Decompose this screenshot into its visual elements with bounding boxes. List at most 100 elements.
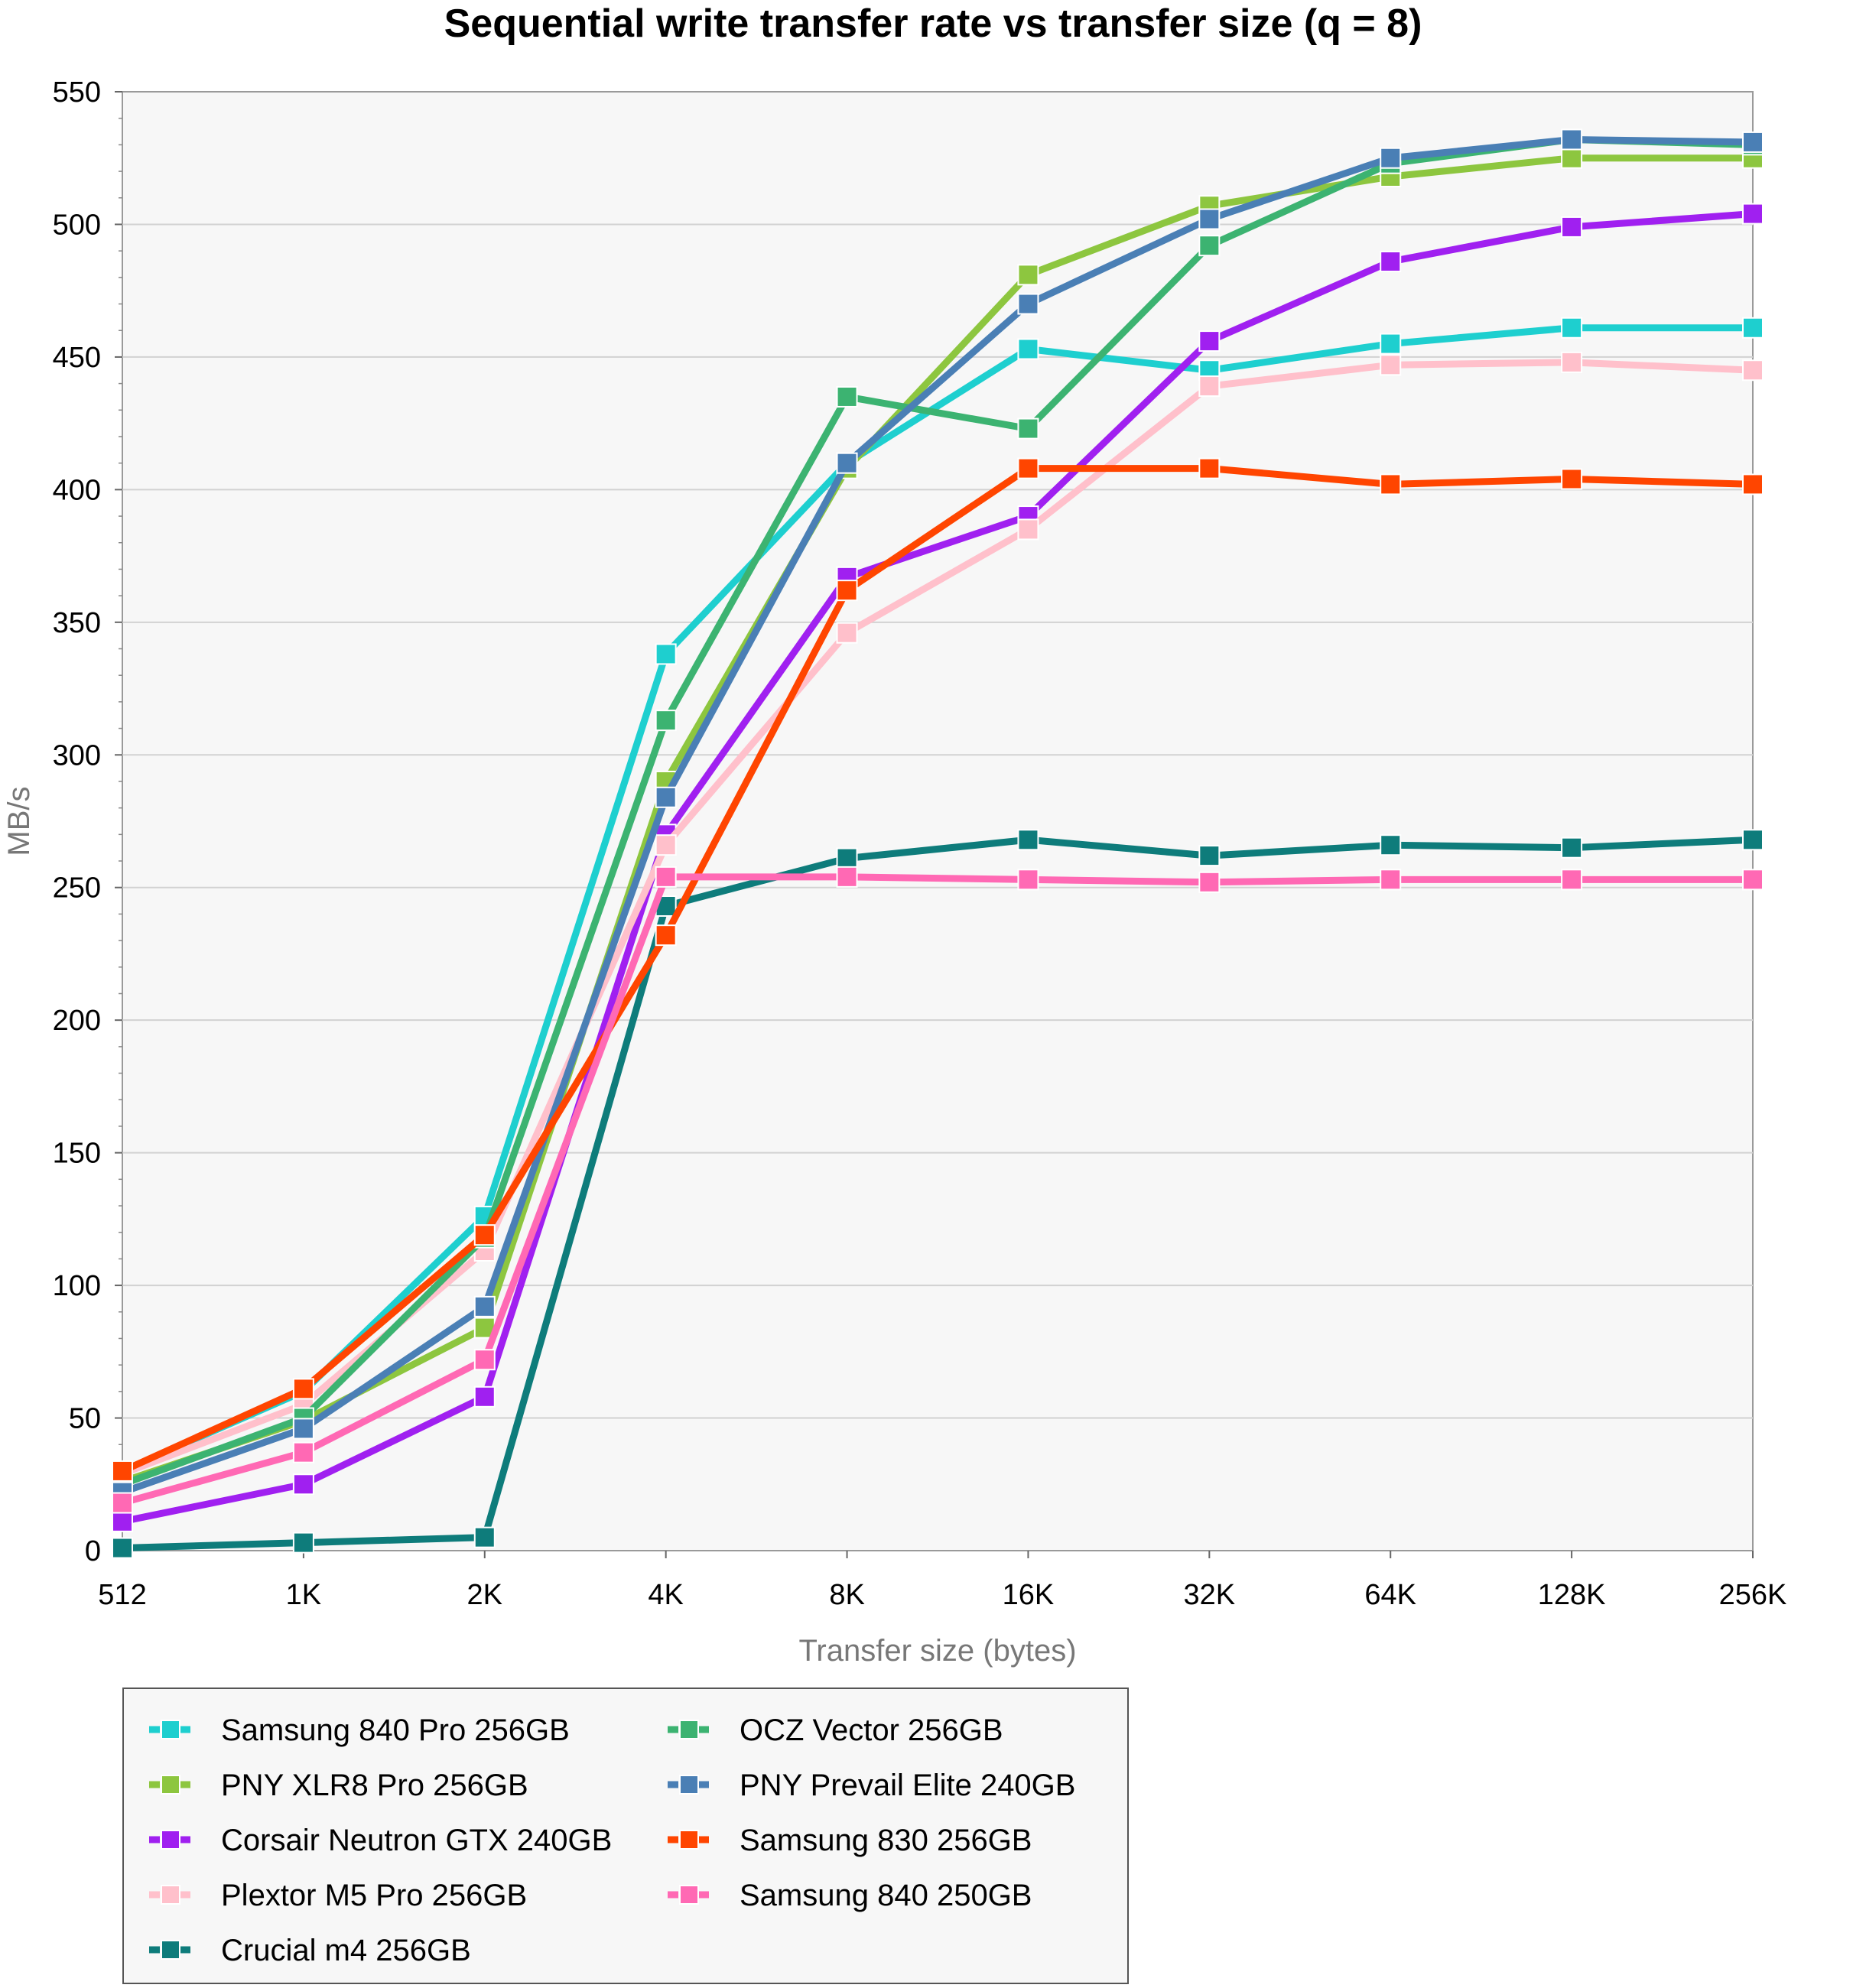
data-point-samsung-840-250gb (112, 1492, 133, 1514)
legend-swatch-marker (161, 1830, 180, 1850)
data-point-crucial-m4-256gb (1380, 834, 1402, 856)
data-point-corsair-neutron-gtx-240gb (473, 1385, 496, 1408)
data-point-pny-xlr8-pro-256gb (1561, 147, 1583, 169)
data-point-plextor-m5-pro-256gb (1380, 354, 1402, 376)
series-line-corsair-neutron-gtx-240gb (119, 210, 1757, 1525)
data-point-crucial-m4-256gb (1561, 836, 1583, 859)
data-point-samsung-830-256gb (292, 1378, 314, 1400)
x-tick-label: 1K (286, 1579, 321, 1611)
legend-item-samsung-840-250gb: Samsung 840 250GB (668, 1879, 1032, 1912)
data-point-ocz-vector-256gb (1017, 417, 1039, 440)
x-tick-label: 4K (648, 1579, 683, 1611)
data-point-plextor-m5-pro-256gb (1198, 375, 1221, 398)
data-point-crucial-m4-256gb (836, 847, 858, 869)
grid-lines (122, 223, 1753, 1419)
data-point-crucial-m4-256gb (112, 1537, 133, 1559)
legend-item-corsair-neutron-gtx-240gb: Corsair Neutron GTX 240GB (149, 1824, 612, 1857)
data-point-samsung-840-pro-256gb (1742, 317, 1764, 339)
y-tick-label: 450 (53, 342, 101, 374)
legend-item-plextor-m5-pro-256gb: Plextor M5 Pro 256GB (149, 1879, 527, 1912)
y-tick-label: 350 (53, 607, 101, 639)
legend-label: Samsung 830 256GB (740, 1824, 1032, 1857)
legend-swatch-marker (679, 1830, 699, 1850)
legend-item-samsung-830-256gb: Samsung 830 256GB (668, 1824, 1032, 1857)
x-tick-label: 512 (98, 1579, 146, 1611)
data-point-crucial-m4-256gb (1742, 829, 1764, 851)
data-point-corsair-neutron-gtx-240gb (112, 1510, 133, 1532)
series-line-pny-xlr8-pro-256gb (119, 154, 1757, 1486)
legend-swatch-marker (679, 1885, 699, 1905)
data-point-pny-prevail-elite-240gb (1017, 293, 1039, 315)
legend-label: Plextor M5 Pro 256GB (221, 1879, 527, 1912)
legend-swatch-marker (161, 1775, 180, 1795)
data-point-samsung-840-250gb (1742, 869, 1764, 891)
y-tick-label: 100 (53, 1270, 101, 1302)
series-line-pny-prevail-elite-240gb (119, 135, 1757, 1496)
data-point-corsair-neutron-gtx-240gb (1198, 330, 1221, 352)
y-axis-title: MB/s (2, 786, 36, 856)
y-tick-label: 50 (69, 1403, 101, 1435)
data-point-pny-prevail-elite-240gb (1561, 128, 1583, 151)
x-tick-label: 8K (829, 1579, 864, 1611)
axes: 0 50 100 150 200 250 300 350 400 450 500 550 512 1K 2K… (53, 76, 1787, 1611)
legend-label: Samsung 840 Pro 256GB (221, 1714, 570, 1747)
data-point-pny-prevail-elite-240gb (655, 786, 677, 808)
data-point-ocz-vector-256gb (836, 385, 858, 408)
legend-label: PNY Prevail Elite 240GB (740, 1769, 1075, 1802)
data-point-plextor-m5-pro-256gb (1561, 351, 1583, 373)
series-line-samsung-840-pro-256gb (119, 324, 1757, 1475)
data-point-pny-prevail-elite-240gb (1380, 147, 1402, 169)
y-tick-label: 200 (53, 1005, 101, 1037)
data-point-pny-prevail-elite-240gb (1198, 208, 1221, 230)
data-point-samsung-840-250gb (1198, 871, 1221, 893)
data-point-samsung-830-256gb (836, 580, 858, 602)
series-samsung-840-250gb (112, 866, 1764, 1514)
data-point-pny-prevail-elite-240gb (1742, 131, 1764, 153)
x-tick-label: 64K (1364, 1579, 1416, 1611)
y-tick-label: 250 (53, 872, 101, 905)
data-point-ocz-vector-256gb (1198, 235, 1221, 257)
legend-label: PNY XLR8 Pro 256GB (221, 1769, 528, 1802)
data-point-ocz-vector-256gb (655, 710, 677, 732)
y-tick-label: 550 (53, 76, 101, 109)
data-point-samsung-840-250gb (1561, 869, 1583, 891)
data-point-crucial-m4-256gb (473, 1526, 496, 1548)
legend-item-crucial-m4-256gb: Crucial m4 256GB (149, 1934, 471, 1967)
data-point-samsung-830-256gb (1380, 473, 1402, 495)
chart-title: Sequential write transfer rate vs transf… (444, 2, 1422, 46)
data-point-corsair-neutron-gtx-240gb (1561, 216, 1583, 238)
data-point-crucial-m4-256gb (1198, 845, 1221, 867)
legend-item-pny-xlr8-pro-256gb: PNY XLR8 Pro 256GB (149, 1769, 528, 1802)
legend-swatch-marker (161, 1720, 180, 1740)
data-point-samsung-840-pro-256gb (1380, 333, 1402, 355)
data-point-plextor-m5-pro-256gb (1017, 518, 1039, 541)
x-tick-label: 16K (1003, 1579, 1055, 1611)
legend-item-samsung-840-pro-256gb: Samsung 840 Pro 256GB (149, 1714, 570, 1747)
x-tick-label: 256K (1719, 1579, 1787, 1611)
x-tick-label: 2K (467, 1579, 502, 1611)
data-point-plextor-m5-pro-256gb (836, 622, 858, 644)
legend-label: OCZ Vector 256GB (740, 1714, 1003, 1747)
data-point-samsung-840-250gb (473, 1349, 496, 1371)
series-line-samsung-840-250gb (119, 873, 1757, 1507)
legend-swatch-marker (161, 1885, 180, 1905)
data-point-corsair-neutron-gtx-240gb (1742, 203, 1764, 225)
data-point-pny-xlr8-pro-256gb (1017, 264, 1039, 286)
data-point-samsung-840-pro-256gb (1017, 338, 1039, 360)
legend-swatch-marker (679, 1720, 699, 1740)
legend-label: Crucial m4 256GB (221, 1934, 471, 1967)
x-axis-title: Transfer size (bytes) (798, 1634, 1076, 1668)
y-tick-label: 500 (53, 209, 101, 241)
data-point-samsung-840-250gb (1380, 869, 1402, 891)
y-tick-label: 300 (53, 739, 101, 771)
legend-entries: Samsung 840 Pro 256GB PNY XLR8 Pro 256GB C… (149, 1714, 1075, 1967)
legend-box (122, 1688, 1129, 1984)
data-point-samsung-830-256gb (473, 1224, 496, 1246)
data-point-samsung-840-pro-256gb (655, 643, 677, 665)
y-tick-label: 0 (85, 1535, 101, 1567)
y-tick-label: 150 (53, 1138, 101, 1170)
y-tick-label: 400 (53, 474, 101, 506)
data-point-samsung-830-256gb (1742, 473, 1764, 495)
series-line-samsung-830-256gb (119, 465, 1757, 1475)
